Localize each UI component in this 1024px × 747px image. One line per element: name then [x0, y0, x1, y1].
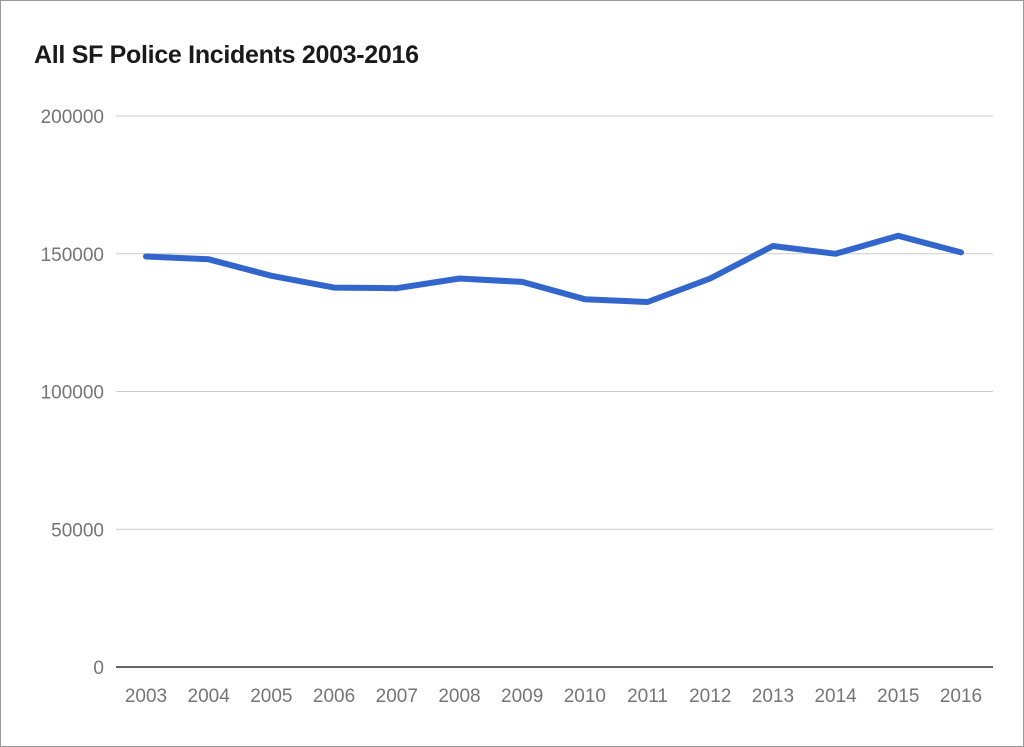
- data-point-2008: [456, 276, 462, 282]
- x-tick-label: 2004: [188, 686, 231, 707]
- x-tick-label: 2012: [689, 686, 731, 707]
- x-tick-label: 2007: [376, 686, 418, 707]
- x-tick-label: 2016: [940, 686, 982, 707]
- data-point-2014: [833, 251, 839, 257]
- data-point-2016: [958, 249, 964, 255]
- x-tick-label: 2013: [752, 686, 794, 707]
- data-point-2009: [519, 279, 525, 285]
- data-point-2011: [645, 299, 651, 305]
- y-tick-label: 0: [93, 658, 104, 679]
- data-point-2013: [770, 243, 776, 249]
- x-tick-label: 2014: [814, 686, 857, 707]
- data-point-2005: [268, 273, 274, 279]
- data-point-2012: [707, 276, 713, 282]
- y-tick-label: 200000: [41, 107, 104, 128]
- y-tick-label: 100000: [41, 383, 104, 404]
- data-point-2004: [206, 256, 212, 262]
- y-tick-label: 50000: [51, 520, 104, 541]
- x-tick-label: 2011: [627, 686, 668, 707]
- y-tick-label: 150000: [41, 245, 104, 266]
- data-point-2015: [895, 233, 901, 239]
- x-tick-label: 2003: [125, 686, 167, 707]
- data-point-2003: [143, 254, 149, 260]
- series-line-0: [143, 232, 964, 305]
- data-point-2006: [331, 285, 337, 291]
- x-tick-label: 2006: [313, 686, 355, 707]
- x-tick-label: 2008: [438, 686, 480, 707]
- x-tick-label: 2010: [564, 686, 606, 707]
- chart-title: All SF Police Incidents 2003-2016: [34, 41, 419, 69]
- x-tick-label: 2005: [250, 686, 292, 707]
- data-point-2007: [394, 285, 400, 291]
- x-tick-label: 2009: [501, 686, 543, 707]
- data-point-2010: [582, 296, 588, 302]
- x-tick-label: 2015: [877, 686, 919, 707]
